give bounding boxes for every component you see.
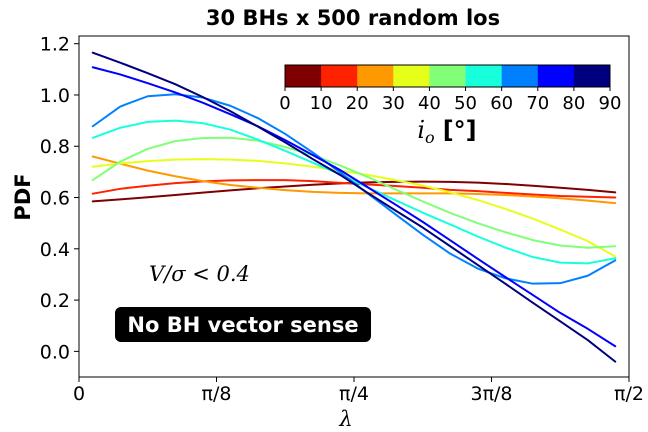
- colorbar-swatch: [357, 65, 394, 87]
- colorbar-tick-label: 50: [454, 93, 477, 114]
- chart-title: 30 BHs x 500 random los: [206, 6, 500, 30]
- colorbar-tick-label: 40: [418, 93, 441, 114]
- colorbar-swatch: [501, 65, 539, 87]
- series-line-2: [91, 155, 617, 205]
- condition-annotation: V/σ < 0.4: [149, 262, 250, 286]
- colorbar-swatch: [285, 65, 322, 87]
- series-line-5: [91, 119, 617, 265]
- colorbar-tick-label: 10: [310, 93, 333, 114]
- y-tick-label: 0.8: [40, 136, 70, 158]
- x-axis: 0 π/8 π/4 3π/8 π/2: [73, 377, 644, 405]
- y-tick-label: 1.0: [40, 85, 70, 107]
- colorbar-frame: [284, 64, 611, 88]
- series-line-8: [91, 51, 617, 363]
- colorbar-swatch: [321, 65, 358, 87]
- x-tick-label: π/4: [339, 383, 369, 405]
- x-tick-label: π/2: [614, 383, 644, 405]
- y-tick-label: 0.6: [40, 188, 70, 210]
- colorbar-tick-label: 30: [382, 93, 405, 114]
- x-tick-label: 3π/8: [470, 383, 512, 405]
- colorbar-label: io [°]: [417, 116, 476, 147]
- annotation-box: [115, 307, 371, 342]
- colorbar-tick-label: 70: [526, 93, 549, 114]
- series-line-4: [91, 136, 617, 249]
- y-tick-label: 0.0: [40, 341, 70, 363]
- colorbar: 0 10 20 30 40 50 60 70 80 90: [279, 64, 622, 114]
- y-axis-label: PDF: [11, 173, 35, 220]
- colorbar-tick-label: 20: [346, 93, 369, 114]
- series-line-6: [91, 93, 617, 285]
- y-tick-label: 1.2: [40, 34, 70, 56]
- annotation-box-text: No BH vector sense: [127, 313, 358, 337]
- colorbar-swatch: [573, 65, 611, 87]
- series-lines: [91, 51, 617, 363]
- x-tick-label: 0: [73, 383, 85, 405]
- colorbar-tick-label: 0: [279, 93, 290, 114]
- colorbar-tick-label: 80: [562, 93, 585, 114]
- y-axis: 0.0 0.2 0.4 0.6 0.8 1.0 1.2: [40, 34, 79, 363]
- x-tick-label: π/8: [202, 383, 232, 405]
- series-line-3: [91, 158, 617, 258]
- x-axis-label: λ: [338, 407, 352, 431]
- y-tick-label: 0.2: [40, 290, 70, 312]
- colorbar-tick-label: 60: [490, 93, 513, 114]
- y-tick-label: 0.4: [40, 239, 70, 261]
- colorbar-swatch: [393, 65, 430, 87]
- colorbar-swatch: [465, 65, 503, 87]
- series-line-7: [91, 66, 617, 348]
- colorbar-swatch: [537, 65, 575, 87]
- colorbar-tick-label: 90: [599, 93, 622, 114]
- colorbar-swatch: [429, 65, 467, 87]
